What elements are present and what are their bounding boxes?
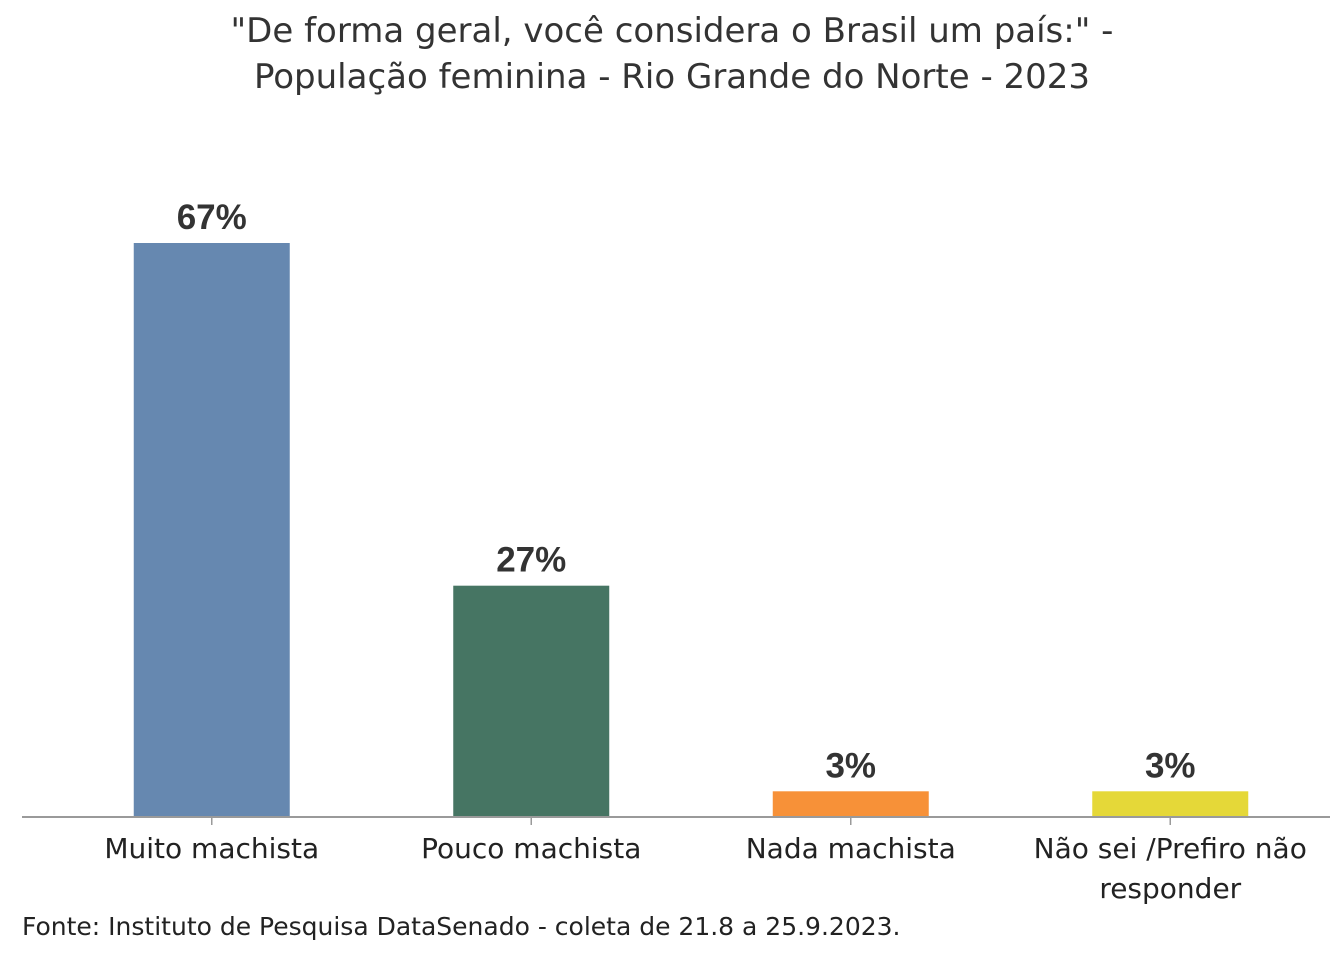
bar [133, 243, 290, 817]
x-tick-label: Muito machista [104, 832, 319, 865]
data-label: 67% [177, 198, 247, 237]
bar [1092, 791, 1249, 817]
data-label: 3% [1145, 746, 1196, 785]
data-label: 3% [825, 746, 876, 785]
x-tick-label: responder [1099, 872, 1241, 905]
x-tick-label: Não sei /Prefiro não [1034, 832, 1307, 865]
bar [453, 585, 610, 817]
chart-title: "De forma geral, você considera o Brasil… [0, 8, 1344, 100]
x-tick-label: Pouco machista [421, 832, 641, 865]
data-label: 27% [496, 541, 566, 580]
source-note: Fonte: Instituto de Pesquisa DataSenado … [22, 912, 901, 941]
chart-title-line-1: "De forma geral, você considera o Brasil… [230, 11, 1114, 51]
bar [772, 791, 929, 817]
x-tick-label: Nada machista [746, 832, 956, 865]
chart-title-line-2: População feminina - Rio Grande do Norte… [253, 57, 1091, 97]
